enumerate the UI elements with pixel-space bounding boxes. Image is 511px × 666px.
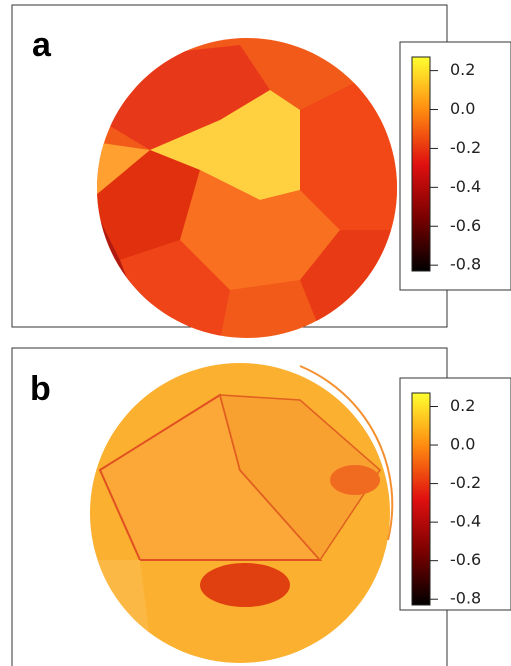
colorbar-gradient [412,393,430,605]
tick-label: 0.0 [450,99,475,118]
tick-label: -0.4 [450,512,481,531]
tick-label: -0.6 [450,550,481,569]
colorbar-gradient [412,57,430,271]
tick-label: -0.2 [450,473,481,492]
map-image [70,30,420,350]
map-image [80,355,410,666]
tick-label: -0.2 [450,138,481,157]
tick-label: -0.6 [450,216,481,235]
panel-label: b [30,370,51,408]
tick-label: 0.2 [450,396,475,415]
panel-label: a [32,26,52,64]
tick-label: -0.8 [450,589,481,608]
tick-label: 0.2 [450,60,475,79]
tick-label: -0.8 [450,255,481,274]
tick-label: -0.4 [450,177,481,196]
figure: a 0.2 0.0 -0.2 -0.4 -0.6 -0.8 b 0.2 0.0 -0.2 -0.… [0,0,511,666]
tick-label: 0.0 [450,435,475,454]
